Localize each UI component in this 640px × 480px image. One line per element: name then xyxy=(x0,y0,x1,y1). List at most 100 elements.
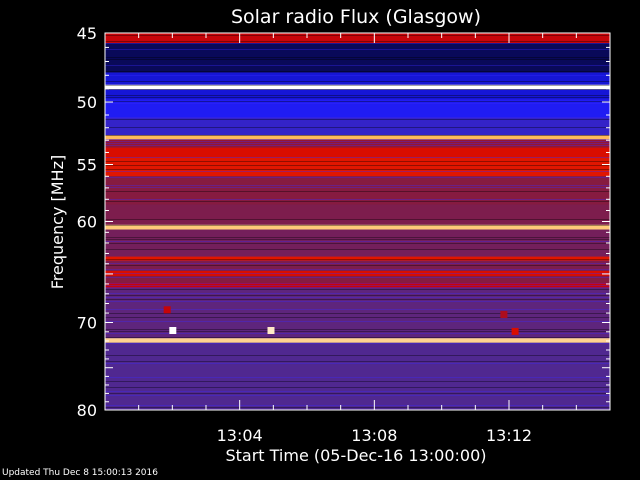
texture-stripe xyxy=(105,259,610,260)
frequency-band xyxy=(105,287,610,339)
radio-burst xyxy=(163,306,171,314)
texture-stripe xyxy=(105,381,610,382)
texture-stripe xyxy=(105,97,610,98)
texture-stripe xyxy=(105,187,610,188)
radio-burst xyxy=(500,311,508,318)
texture-stripe xyxy=(105,95,610,96)
y-axis: 45 50 55 60 70 80 xyxy=(77,24,610,420)
texture-stripe xyxy=(105,363,610,364)
texture-stripe xyxy=(105,249,610,250)
texture-stripe xyxy=(105,361,610,362)
texture-stripe xyxy=(105,49,610,50)
texture-stripe xyxy=(105,161,610,162)
texture-stripe xyxy=(105,199,610,200)
texture-stripe xyxy=(105,237,610,238)
texture-stripe xyxy=(105,321,610,322)
frequency-band xyxy=(105,43,610,73)
texture-stripe xyxy=(105,241,610,242)
frequency-band xyxy=(105,33,610,44)
texture-stripe xyxy=(105,71,610,72)
texture-stripe xyxy=(105,139,610,140)
texture-stripe xyxy=(105,299,610,300)
texture-stripe xyxy=(105,331,610,332)
texture-stripe xyxy=(105,301,610,302)
texture-stripe xyxy=(105,285,610,286)
texture-stripe xyxy=(105,85,610,86)
y-tick-label: 45 xyxy=(77,24,97,43)
texture-stripe xyxy=(105,219,610,220)
frequency-band xyxy=(105,99,610,118)
texture-stripe xyxy=(105,393,610,394)
texture-stripe xyxy=(105,329,610,330)
texture-stripe xyxy=(105,117,610,118)
frequency-band xyxy=(105,117,610,136)
radio-burst xyxy=(267,327,275,334)
texture-stripe xyxy=(105,265,610,266)
texture-stripe xyxy=(105,119,610,120)
texture-stripe xyxy=(105,277,610,278)
texture-stripe xyxy=(105,157,610,158)
frequency-band xyxy=(105,135,610,140)
texture-stripe xyxy=(105,391,610,392)
texture-stripe xyxy=(105,313,610,314)
texture-stripe xyxy=(105,65,610,66)
frequency-band xyxy=(105,176,610,205)
frequency-band xyxy=(105,229,610,257)
frequency-band xyxy=(105,270,610,276)
radio-burst xyxy=(511,327,519,335)
texture-stripe xyxy=(105,377,610,378)
texture-stripe xyxy=(105,395,610,396)
texture-stripe xyxy=(105,141,610,142)
chart-title: Solar radio Flux (Glasgow) xyxy=(231,6,481,28)
texture-stripe xyxy=(105,289,610,290)
texture-stripe xyxy=(105,135,610,136)
texture-stripe xyxy=(105,57,610,58)
texture-stripe xyxy=(105,293,610,294)
texture-stripe xyxy=(105,59,610,60)
texture-stripe xyxy=(105,143,610,144)
frequency-band xyxy=(105,84,610,90)
x-axis-label: Start Time (05-Dec-16 13:00:00) xyxy=(225,446,486,465)
texture-stripe xyxy=(105,287,610,288)
frequency-band xyxy=(105,260,610,271)
texture-stripe xyxy=(105,355,610,356)
texture-stripe xyxy=(105,239,610,240)
x-tick-label: 13:04 xyxy=(217,426,263,445)
frequency-band xyxy=(105,342,610,410)
texture-stripe xyxy=(105,75,610,76)
frequency-band xyxy=(105,157,610,177)
texture-stripe xyxy=(105,405,610,406)
texture-stripe xyxy=(105,269,610,270)
x-tick-label: 13:08 xyxy=(351,426,397,445)
texture-stripe xyxy=(105,407,610,408)
y-tick-label: 80 xyxy=(77,401,97,420)
frequency-band xyxy=(105,282,610,288)
texture-stripe xyxy=(105,283,610,284)
frequency-band xyxy=(105,224,610,230)
y-tick-label: 55 xyxy=(77,155,97,174)
frequency-band xyxy=(105,72,610,85)
texture-stripe xyxy=(105,171,610,172)
texture-stripe xyxy=(105,41,610,42)
frequency-band xyxy=(105,139,610,148)
y-tick-label: 70 xyxy=(77,314,97,333)
frequency-band xyxy=(105,147,610,158)
x-tick-label: 13:12 xyxy=(486,426,532,445)
texture-stripe xyxy=(105,145,610,146)
frequency-band xyxy=(105,89,610,100)
texture-stripe xyxy=(105,243,610,244)
heatmap-area xyxy=(105,33,610,410)
x-axis: 13:04 13:08 13:12 xyxy=(104,33,611,445)
texture-stripe xyxy=(105,343,610,344)
texture-stripe xyxy=(105,177,610,178)
radio-burst xyxy=(169,327,177,334)
texture-stripe xyxy=(105,89,610,90)
texture-stripe xyxy=(105,297,610,298)
texture-stripe xyxy=(105,43,610,44)
texture-stripe xyxy=(105,169,610,170)
texture-stripe xyxy=(105,191,610,192)
texture-stripe xyxy=(105,309,610,310)
texture-stripe xyxy=(105,295,610,296)
texture-stripe xyxy=(105,103,610,104)
texture-stripe xyxy=(105,101,610,102)
